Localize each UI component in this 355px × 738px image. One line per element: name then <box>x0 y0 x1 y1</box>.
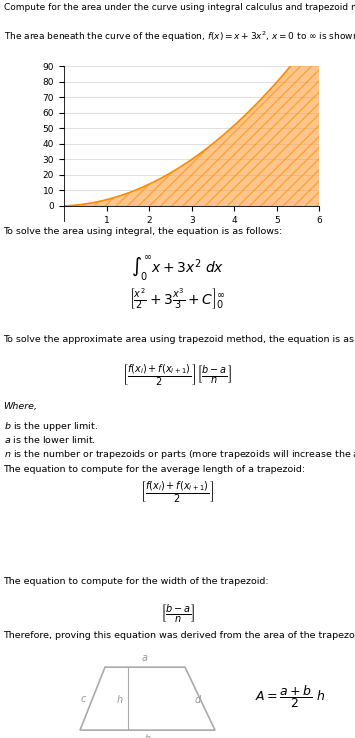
Text: To solve the area using integral, the equation is as follows:: To solve the area using integral, the eq… <box>4 227 283 236</box>
Text: $a$ is the lower limit.: $a$ is the lower limit. <box>4 435 95 446</box>
Text: $h$: $h$ <box>116 693 124 705</box>
Text: The equation to compute for the average length of a trapezoid:: The equation to compute for the average … <box>4 465 306 475</box>
Text: To solve the approximate area using trapezoid method, the equation is as follows: To solve the approximate area using trap… <box>4 335 355 344</box>
Text: $n$ is the number or trapezoids or parts (more trapezoids will increase the accu: $n$ is the number or trapezoids or parts… <box>4 449 355 461</box>
Text: $\left[\frac{x^2}{2} + 3\frac{x^3}{3} + C\right]_{0}^{\infty}$: $\left[\frac{x^2}{2} + 3\frac{x^3}{3} + … <box>129 286 226 311</box>
Text: $a$: $a$ <box>141 653 149 663</box>
Text: $b$ is the upper limit.: $b$ is the upper limit. <box>4 421 98 433</box>
Text: The area beneath the curve of the equation, $f(x) = x + 3x^2$, $x = 0$ to $\inft: The area beneath the curve of the equati… <box>4 30 355 44</box>
Text: $A = \dfrac{a + b}{2}\ h$: $A = \dfrac{a + b}{2}\ h$ <box>255 683 325 710</box>
Text: $d$: $d$ <box>194 693 202 705</box>
Text: Where,: Where, <box>4 402 38 411</box>
Text: $\left[\frac{b - a}{n}\right]$: $\left[\frac{b - a}{n}\right]$ <box>160 601 195 624</box>
Text: $b$: $b$ <box>144 732 152 738</box>
Text: $\left[\frac{f(x_i) + f(x_{i+1})}{2}\right]$: $\left[\frac{f(x_i) + f(x_{i+1})}{2}\rig… <box>140 480 215 505</box>
Text: $\int_{0}^{\infty} x + 3x^2\ dx$: $\int_{0}^{\infty} x + 3x^2\ dx$ <box>131 255 224 283</box>
Text: $\left[\frac{f(x_i) + f(x_{i+1})}{2}\right]\left[\frac{b - a}{n}\right]$: $\left[\frac{f(x_i) + f(x_{i+1})}{2}\rig… <box>122 363 233 388</box>
Text: The equation to compute for the width of the trapezoid:: The equation to compute for the width of… <box>4 577 269 586</box>
Text: Therefore, proving this equation was derived from the area of the trapezoid:: Therefore, proving this equation was der… <box>4 631 355 640</box>
Text: Compute for the area under the curve using integral calculus and trapezoid metho: Compute for the area under the curve usi… <box>4 4 355 13</box>
Text: $c$: $c$ <box>80 694 87 703</box>
